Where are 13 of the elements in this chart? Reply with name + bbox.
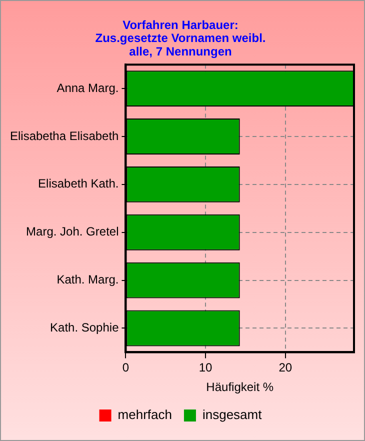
x-tick-label: 0 — [122, 360, 130, 375]
legend-label: insgesamt — [202, 407, 262, 422]
y-tick-label: Elisabetha Elisabeth — [10, 128, 119, 143]
y-tick-label: Kath. Marg. — [56, 272, 119, 287]
x-tick-label: 20 — [278, 360, 292, 375]
chart-title: Vorfahren Harbauer: Zus.gesetzte Vornamen weibl. alle, 7 Nennungen — [95, 18, 266, 58]
x-tick-label: 10 — [198, 360, 213, 375]
x-axis-title: Häufigkeit % — [206, 380, 274, 394]
y-tick-label: Anna Marg. — [56, 80, 119, 95]
y-tick-label: Elisabeth Kath. — [38, 176, 119, 191]
y-tick-label: Kath. Sophie — [50, 320, 120, 335]
legend-label: mehrfach — [118, 407, 172, 422]
y-tick-label: Marg. Joh. Gretel — [26, 224, 119, 239]
